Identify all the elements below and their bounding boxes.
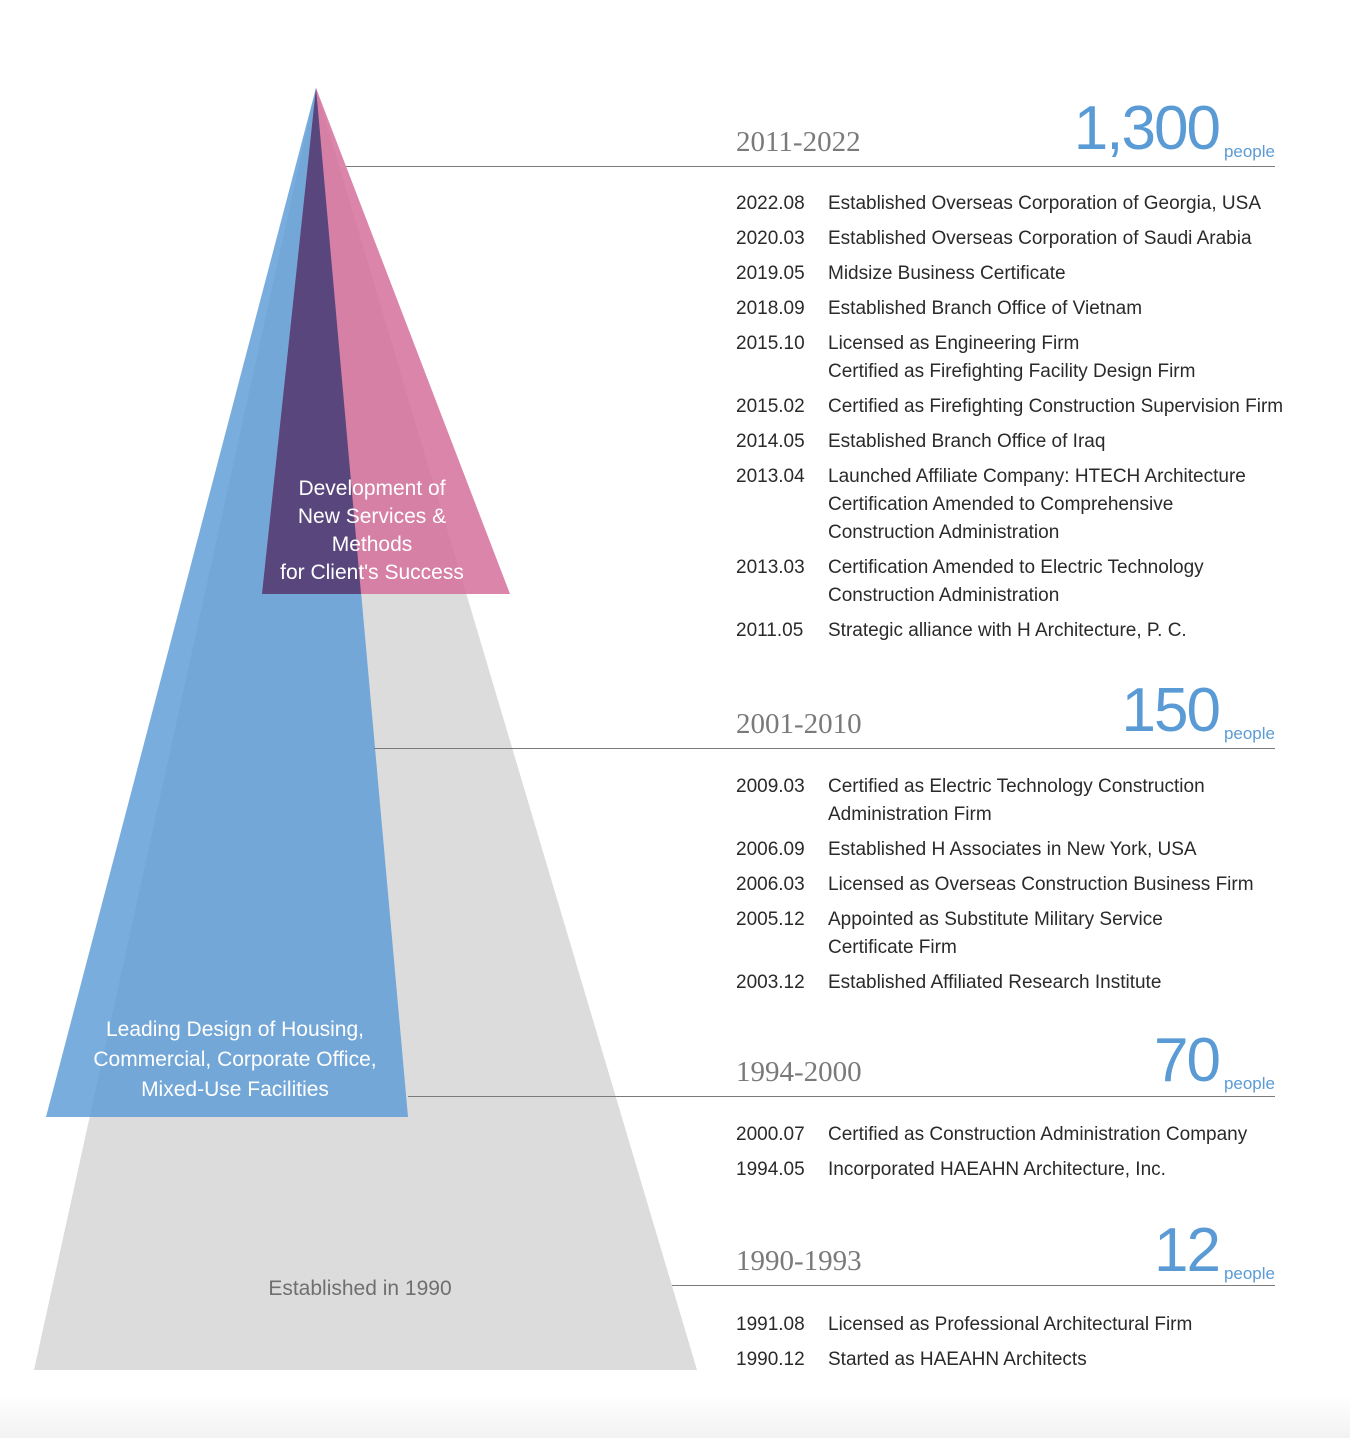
period-title: 1990-1993 [736, 1245, 862, 1277]
event-text: Certification Amended to Electric Techno… [828, 557, 1204, 606]
event-text: Licensed as Professional Architectural F… [828, 1314, 1193, 1335]
event-date: 2019.05 [736, 263, 805, 284]
event-date: 2013.03 [736, 557, 805, 578]
event-item: 1991.08 Licensed as Professional Architec… [736, 1311, 1306, 1339]
event-item: 2015.10 Licensed as Engineering Firm Cert… [736, 330, 1306, 386]
headcount-unit: people [1223, 724, 1275, 743]
event-date: 2013.04 [736, 466, 805, 487]
period-title: 2001-2010 [736, 708, 862, 740]
event-text: Certified as Construction Administration… [828, 1124, 1248, 1145]
pyramid-top-label: Development of New Services & Methods fo… [280, 477, 464, 584]
event-text: Established Branch Office of Iraq [828, 431, 1106, 452]
event-list: 1991.08 Licensed as Professional Architec… [736, 1311, 1306, 1381]
event-text: Started as HAEAHN Architects [828, 1349, 1087, 1370]
event-text: Licensed as Overseas Construction Busine… [828, 874, 1254, 895]
event-text: Midsize Business Certificate [828, 263, 1066, 284]
event-text: Strategic alliance with H Architecture, … [828, 620, 1187, 641]
event-text: Established H Associates in New York, US… [828, 839, 1197, 860]
event-text: Incorporated HAEAHN Architecture, Inc. [828, 1159, 1166, 1180]
event-item: 2011.05 Strategic alliance with H Archite… [736, 617, 1306, 645]
event-item: 2013.03 Certification Amended to Electric… [736, 554, 1306, 610]
event-text: Licensed as Engineering Firm Certified a… [828, 333, 1196, 382]
event-date: 2018.09 [736, 298, 805, 319]
event-date: 1994.05 [736, 1159, 805, 1180]
event-list: 2009.03 Certified as Electric Technology … [736, 773, 1306, 1004]
event-date: 2015.02 [736, 396, 805, 417]
pyramid-purple-overlap [262, 88, 361, 594]
event-date: 1990.12 [736, 1349, 805, 1370]
event-list: 2022.08 Established Overseas Corporation … [736, 190, 1306, 652]
event-list: 2000.07 Certified as Construction Adminis… [736, 1121, 1306, 1191]
event-date: 2005.12 [736, 909, 805, 930]
event-date: 2011.05 [736, 620, 804, 641]
period-divider [408, 1096, 1275, 1097]
pyramid-middle-label: Leading Design of Housing, Commercial, C… [93, 1018, 377, 1101]
event-item: 2013.04 Launched Affiliate Company: HTECH… [736, 463, 1306, 547]
event-text: Launched Affiliate Company: HTECH Archit… [828, 466, 1246, 543]
headcount-number: 150 [1121, 676, 1220, 745]
pyramid-base-label: Established in 1990 [268, 1277, 452, 1300]
footer-fade [0, 1395, 1350, 1438]
event-date: 1991.08 [736, 1314, 805, 1335]
event-date: 2009.03 [736, 776, 805, 797]
headcount: 70 people [1154, 1030, 1275, 1093]
event-item: 1994.05 Incorporated HAEAHN Architecture,… [736, 1156, 1306, 1184]
period-title: 2011-2022 [736, 126, 861, 158]
event-item: 2005.12 Appointed as Substitute Military … [736, 906, 1306, 962]
headcount-unit: people [1223, 1074, 1275, 1093]
event-date: 2006.09 [736, 839, 805, 860]
headcount-number: 12 [1153, 1216, 1221, 1285]
event-item: 2006.03 Licensed as Overseas Construction… [736, 871, 1306, 899]
event-date: 2014.05 [736, 431, 805, 452]
event-text: Appointed as Substitute Military Service… [828, 909, 1163, 958]
headcount: 1,300 people [1074, 98, 1275, 161]
headcount-number: 70 [1153, 1026, 1221, 1095]
event-item: 2014.05 Established Branch Office of Iraq [736, 428, 1306, 456]
headcount-unit: people [1223, 1264, 1275, 1283]
event-item: 2022.08 Established Overseas Corporation … [736, 190, 1306, 218]
period-divider [374, 748, 1275, 749]
event-item: 2015.02 Certified as Firefighting Constru… [736, 393, 1306, 421]
event-date: 2015.10 [736, 333, 805, 354]
event-item: 1990.12 Started as HAEAHN Architects [736, 1346, 1306, 1374]
event-date: 2003.12 [736, 972, 805, 993]
headcount: 150 people [1121, 680, 1275, 743]
event-text: Established Branch Office of Vietnam [828, 298, 1143, 319]
event-date: 2022.08 [736, 193, 805, 214]
event-item: 2006.09 Established H Associates in New Y… [736, 836, 1306, 864]
event-text: Established Overseas Corporation of Geor… [828, 193, 1261, 214]
headcount-unit: people [1223, 142, 1275, 161]
event-date: 2006.03 [736, 874, 805, 895]
event-item: 2003.12 Established Affiliated Research I… [736, 969, 1306, 997]
event-text: Certified as Firefighting Construction S… [828, 396, 1284, 417]
period-divider [346, 166, 1275, 167]
event-item: 2020.03 Established Overseas Corporation … [736, 225, 1306, 253]
event-item: 2000.07 Certified as Construction Adminis… [736, 1121, 1306, 1149]
event-text: Established Affiliated Research Institut… [828, 972, 1162, 993]
event-text: Established Overseas Corporation of Saud… [828, 228, 1252, 249]
event-item: 2009.03 Certified as Electric Technology … [736, 773, 1306, 829]
event-date: 2000.07 [736, 1124, 805, 1145]
event-item: 2019.05 Midsize Business Certificate [736, 260, 1306, 288]
event-text: Certified as Electric Technology Constru… [828, 776, 1205, 825]
headcount-number: 1,300 [1073, 94, 1221, 163]
period-divider [672, 1285, 1275, 1286]
event-item: 2018.09 Established Branch Office of Viet… [736, 295, 1306, 323]
headcount: 12 people [1154, 1220, 1275, 1283]
event-date: 2020.03 [736, 228, 805, 249]
period-title: 1994-2000 [736, 1056, 862, 1088]
